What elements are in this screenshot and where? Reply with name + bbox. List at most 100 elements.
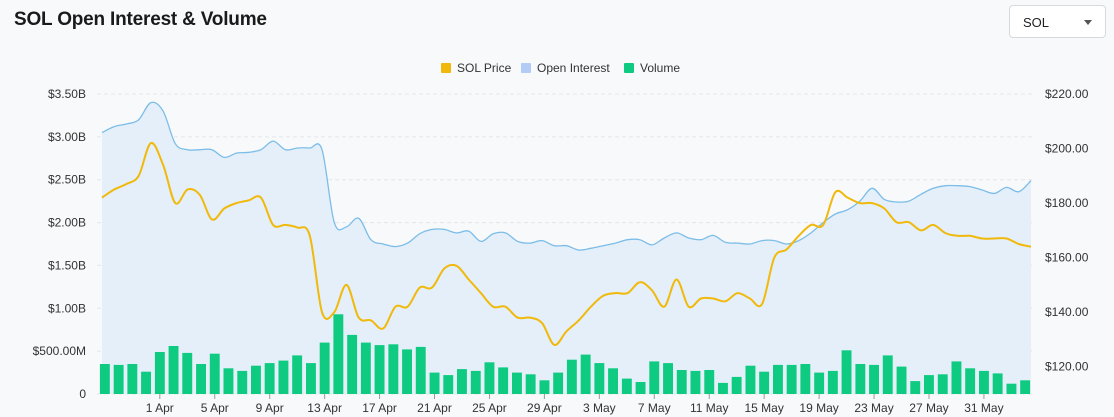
volume-bar (937, 374, 948, 394)
volume-bar (374, 345, 385, 394)
legend-label: Volume (640, 61, 680, 75)
volume-bar (773, 364, 783, 394)
volume-bar (402, 349, 412, 394)
x-axis-tick: 21 Apr (417, 401, 452, 415)
asset-select-value: SOL (1023, 15, 1050, 30)
volume-bar (635, 382, 646, 394)
volume-bar (800, 364, 811, 394)
volume-bar (127, 364, 138, 394)
x-axis: 1 Apr 5 Apr 9 Apr 13 Apr 17 Apr 21 Apr 25 Apr 2… (146, 394, 1004, 415)
x-axis-tick: 17 Apr (362, 401, 397, 415)
volume-bar (498, 367, 509, 394)
volume-bar (869, 364, 879, 394)
volume-bar (360, 342, 371, 394)
volume-bar (594, 363, 605, 394)
volume-bar (278, 360, 289, 394)
legend-label: Open Interest (537, 61, 610, 75)
volume-bar (223, 368, 234, 394)
left-axis-tick: $500.00M (33, 344, 86, 358)
volume-bar (965, 368, 976, 394)
volume-bar (209, 353, 220, 394)
volume-bar (814, 372, 825, 394)
volume-bar (237, 370, 248, 394)
left-axis-tick: $2.50B (48, 173, 86, 187)
left-axis-tick: $3.50B (48, 87, 86, 101)
legend-swatch (624, 63, 634, 73)
x-axis-tick: 7 May (638, 401, 671, 415)
x-axis-tick: 15 May (744, 401, 783, 415)
open-interest-series (101, 101, 1032, 251)
x-axis-tick: 27 May (909, 401, 948, 415)
legend-item[interactable]: Volume (624, 61, 680, 75)
sol-price-series (101, 142, 1032, 346)
left-axis-tick: $2.00B (48, 216, 86, 230)
volume-bar (154, 352, 165, 394)
x-axis-tick: 9 Apr (256, 401, 284, 415)
volume-bar (663, 363, 673, 394)
chevron-down-icon (1084, 20, 1092, 25)
x-axis-tick: 5 Apr (201, 401, 229, 415)
open-interest-area (102, 102, 1031, 394)
left-axis-tick: 0 (79, 387, 86, 401)
volume-bar (292, 355, 303, 394)
volume-bar (649, 361, 660, 394)
open-interest-fill (102, 102, 1031, 394)
x-axis-tick: 1 Apr (146, 401, 174, 415)
volume-bar (896, 366, 907, 394)
right-axis-tick: $140.00 (1045, 305, 1089, 319)
volume-bars (99, 314, 1031, 394)
right-axis-tick: $200.00 (1045, 142, 1089, 156)
volume-bar (182, 352, 193, 394)
volume-bar (99, 364, 110, 394)
volume-bar (676, 370, 687, 394)
right-axis-tick: $220.00 (1045, 87, 1089, 101)
x-axis-tick: 19 May (799, 401, 838, 415)
volume-bar (319, 342, 330, 394)
volume-bar (168, 346, 179, 394)
volume-bar (388, 344, 399, 394)
volume-bar (718, 382, 728, 394)
volume-bar (992, 373, 1003, 394)
volume-bar (429, 372, 440, 394)
x-axis-tick: 23 May (854, 401, 893, 415)
volume-bar (251, 365, 261, 394)
x-axis-tick: 3 May (583, 401, 616, 415)
volume-bar (457, 369, 467, 394)
volume-bar (113, 364, 124, 394)
volume-bar (855, 364, 866, 394)
volume-bar (415, 346, 426, 394)
x-axis-tick: 29 Apr (527, 401, 562, 415)
asset-select[interactable]: SOL (1009, 5, 1106, 38)
volume-bar (484, 362, 495, 394)
volume-bar (580, 354, 591, 394)
volume-bar (470, 370, 481, 394)
volume-bar (951, 361, 962, 394)
volume-bar (196, 364, 206, 394)
volume-bar (608, 368, 618, 394)
page-title: SOL Open Interest & Volume (14, 9, 267, 30)
right-axis: $120.00 $140.00 $160.00 $180.00 $200.00 $220.… (1045, 87, 1089, 374)
x-axis-tick: 11 May (690, 401, 728, 415)
volume-bar (512, 372, 522, 394)
volume-bar (621, 378, 632, 394)
x-axis-tick: 13 Apr (307, 401, 342, 415)
volume-bar (827, 370, 838, 394)
volume-bar (745, 365, 756, 394)
volume-bar (141, 371, 151, 394)
legend-item[interactable]: Open Interest (521, 61, 610, 75)
right-axis-tick: $180.00 (1045, 196, 1089, 210)
volume-bar (347, 334, 358, 394)
sol-price-line (101, 142, 1032, 346)
volume-bar (306, 363, 316, 394)
left-axis-tick: $1.00B (48, 301, 86, 315)
volume-bar (786, 364, 797, 394)
volume-bar (553, 372, 564, 394)
volume-bar (979, 370, 989, 394)
volume-bar (1020, 380, 1031, 394)
legend-swatch (521, 63, 531, 73)
volume-bar (264, 363, 275, 394)
volume-bar (759, 371, 770, 394)
volume-bar (1006, 383, 1017, 394)
legend-item[interactable]: SOL Price (441, 61, 512, 75)
